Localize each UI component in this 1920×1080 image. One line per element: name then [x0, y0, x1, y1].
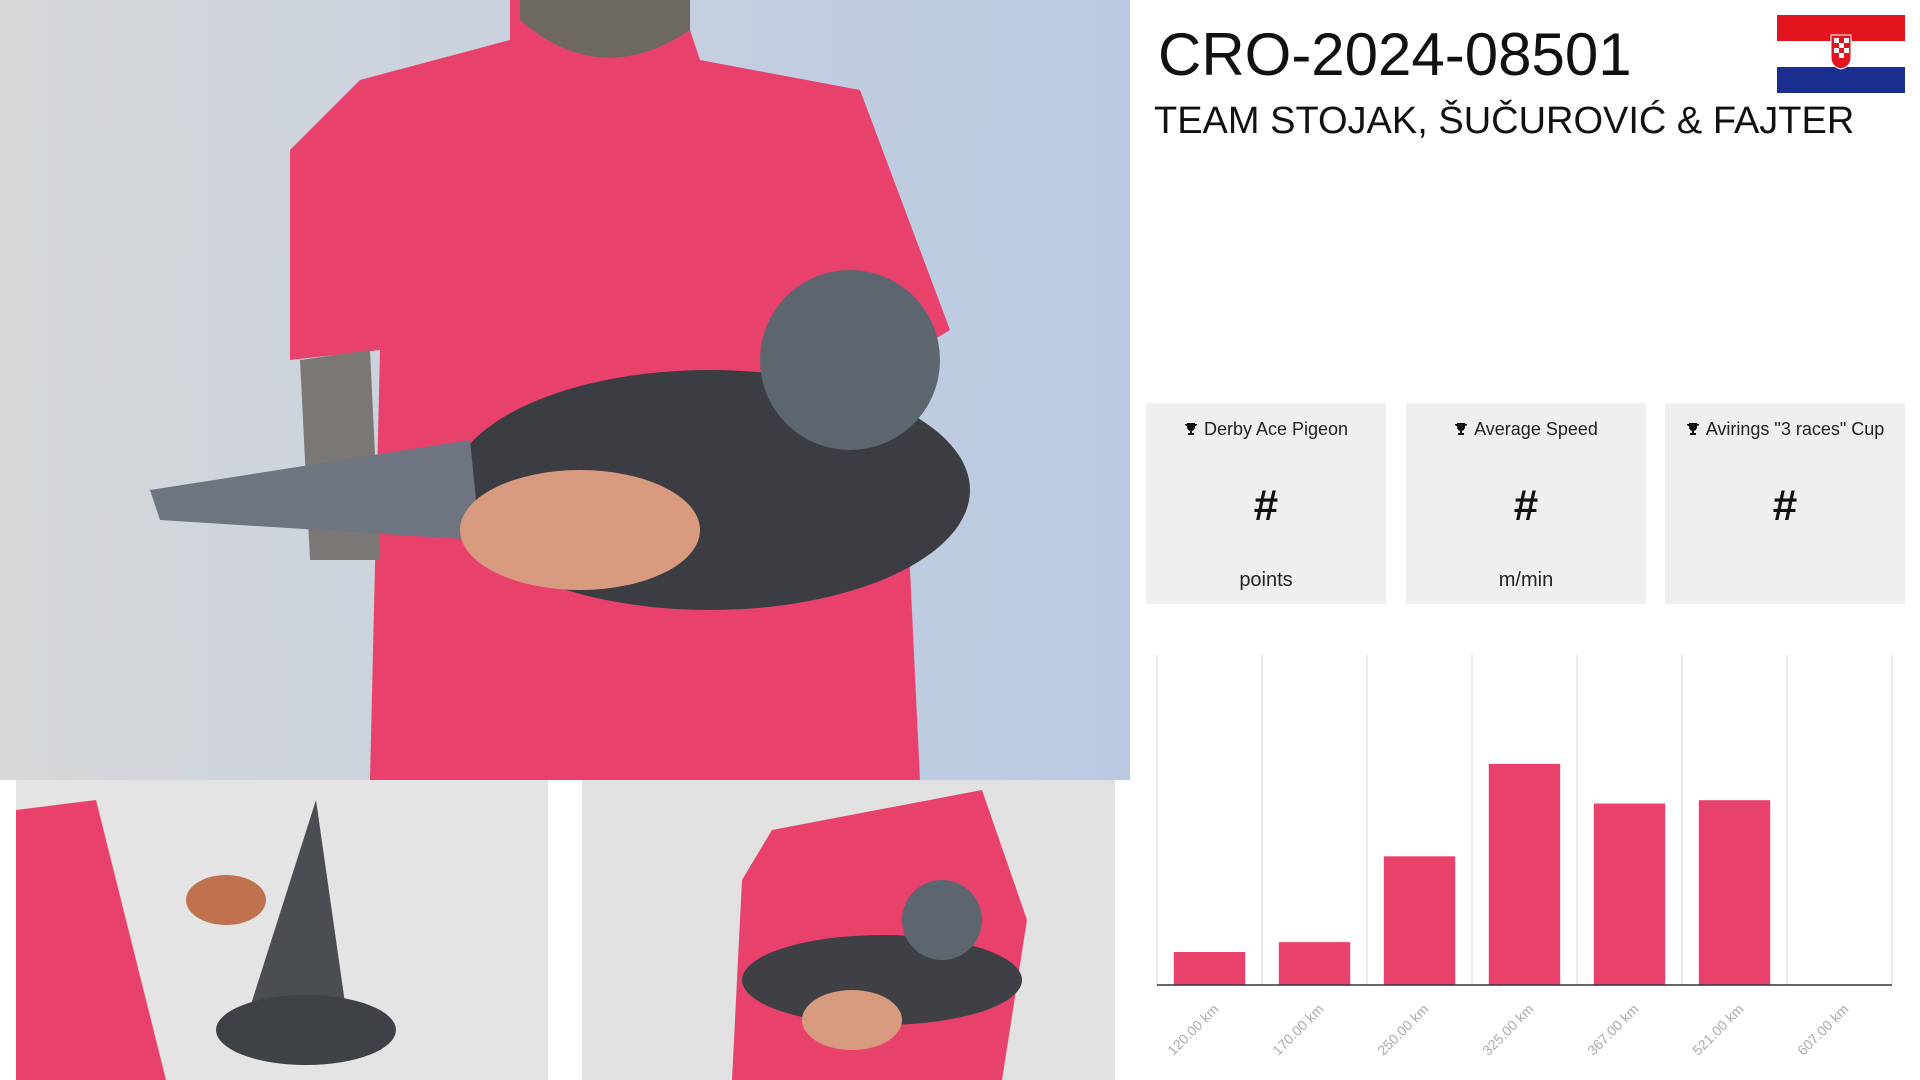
- x-tick-label: 250.00 km: [1374, 1001, 1432, 1059]
- bar: [1173, 952, 1246, 985]
- flag: [1777, 15, 1905, 93]
- stat-value: #: [1253, 481, 1279, 530]
- photo-2: [16, 780, 548, 1080]
- stat-title-text: Avirings "3 races" Cup: [1705, 419, 1885, 439]
- stat-title: Avirings "3 races" Cup: [1665, 419, 1905, 440]
- trophy-icon: [1686, 423, 1699, 435]
- bar: [1278, 942, 1351, 985]
- bar: [1488, 763, 1561, 985]
- stat-title: Derby Ace Pigeon: [1146, 419, 1386, 440]
- trophy-icon: [1455, 423, 1468, 435]
- stat-title-text: Average Speed: [1474, 419, 1598, 439]
- chart: 120.00 km 170.00 km 250.00 km 325.00 km 367.…: [1156, 655, 1893, 1058]
- x-tick-label: 325.00 km: [1479, 1001, 1537, 1059]
- stat-value: #: [1772, 481, 1798, 530]
- stat-card: Avirings "3 races" Cup #: [1665, 403, 1905, 604]
- stat-unit: points: [1239, 569, 1293, 591]
- stat-value: #: [1513, 481, 1539, 530]
- bar: [1593, 803, 1666, 985]
- stat-unit: m/min: [1498, 569, 1554, 591]
- stat-card: Derby Ace Pigeon # points: [1146, 403, 1386, 604]
- photo-3: [582, 780, 1115, 1080]
- main-photo: [0, 0, 1130, 780]
- bar: [1698, 800, 1771, 985]
- trophy-icon: [1184, 423, 1197, 435]
- x-tick-label: 120.00 km: [1164, 1001, 1222, 1059]
- x-tick-label: 521.00 km: [1689, 1001, 1747, 1059]
- stat-title: Average Speed: [1406, 419, 1646, 440]
- x-tick-label: 367.00 km: [1584, 1001, 1642, 1059]
- stat-title-text: Derby Ace Pigeon: [1203, 419, 1349, 439]
- team-name: TEAM STOJAK, ŠUČUROVIĆ & FAJTER: [1154, 100, 1855, 142]
- stat-card: Average Speed # m/min: [1406, 403, 1646, 604]
- x-tick-label: 170.00 km: [1269, 1001, 1327, 1059]
- bar: [1383, 856, 1456, 985]
- x-tick-label: 607.00 km: [1794, 1001, 1852, 1059]
- ring-number: CRO-2024-08501: [1158, 21, 1632, 88]
